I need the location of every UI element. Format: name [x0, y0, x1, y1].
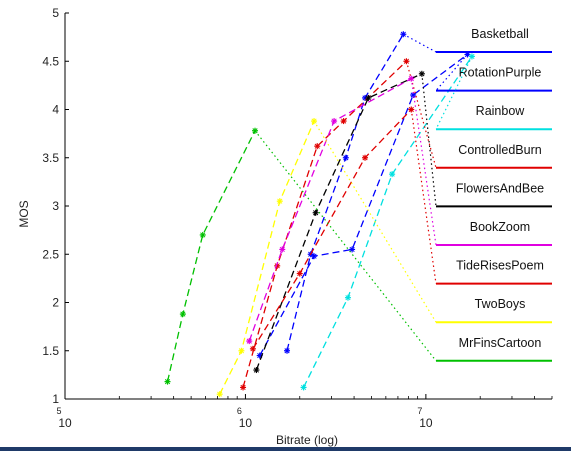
y-tick-label: 1	[52, 392, 59, 406]
legend-label: Basketball	[471, 27, 529, 41]
legend-item-bookzoom: BookZoom	[410, 78, 552, 246]
x-axis-label: Bitrate (log)	[276, 433, 338, 447]
data-point	[284, 347, 291, 354]
legend-leader-line	[435, 54, 468, 91]
data-point	[362, 154, 369, 161]
y-axis-label: MOS	[17, 200, 31, 227]
data-point	[249, 345, 256, 352]
data-point	[365, 94, 372, 101]
data-point	[246, 338, 253, 345]
data-point	[253, 367, 260, 374]
series-line	[252, 109, 412, 350]
data-point	[342, 154, 349, 161]
legend-leader-line	[410, 78, 437, 246]
x-tick-base: 10	[239, 416, 253, 430]
legend-item-twoboys: TwoBoys	[313, 120, 552, 324]
data-point	[238, 347, 245, 354]
x-tick-exponent: 5	[56, 406, 61, 416]
data-point	[199, 231, 206, 238]
legend-label: FlowersAndBee	[456, 181, 544, 195]
y-tick-label: 1.5	[42, 344, 59, 358]
y-tick-label: 4.5	[42, 54, 59, 68]
data-point	[349, 246, 356, 253]
data-point	[340, 118, 347, 125]
x-tick-exponent: 7	[417, 406, 422, 416]
legend-label: TwoBoys	[475, 297, 526, 311]
y-tick-label: 5	[52, 6, 59, 20]
data-point	[314, 143, 321, 150]
x-tick-base: 10	[58, 416, 72, 430]
x-tick-label: 106	[237, 406, 253, 430]
legend-leader-line	[254, 130, 437, 362]
data-point	[312, 209, 319, 216]
series-line	[219, 120, 315, 395]
y-tick-label: 2.5	[42, 247, 59, 261]
series-layer	[164, 31, 475, 398]
window-bottom-strip	[0, 447, 571, 451]
data-point	[179, 311, 186, 318]
series-line	[248, 78, 412, 342]
legend-label: MrFinsCartoon	[459, 336, 542, 350]
series-bookzoom	[246, 75, 415, 345]
legend-label: ControlledBurn	[458, 143, 541, 157]
legend-item-rainbow: Rainbow	[435, 56, 552, 131]
legend-item-tiderisespoem: TideRisesPoem	[410, 109, 552, 285]
series-basketball	[284, 31, 407, 354]
series-line	[166, 130, 256, 382]
data-point	[344, 294, 351, 301]
x-tick-label: 107	[417, 406, 433, 430]
data-point	[276, 198, 283, 205]
y-tick-label: 2	[52, 296, 59, 310]
series-flowersandbee	[253, 70, 425, 374]
data-point	[296, 270, 303, 277]
series-line	[255, 73, 423, 371]
series-line	[302, 56, 473, 388]
legend-label: Rainbow	[476, 104, 526, 118]
legend-item-flowersandbee: FlowersAndBee	[421, 73, 552, 208]
data-point	[300, 384, 307, 391]
legend-leader-line	[435, 56, 473, 130]
legend-label: RotationPurple	[459, 66, 542, 80]
legend-label: TideRisesPoem	[456, 259, 544, 273]
y-tick-label: 3.5	[42, 151, 59, 165]
y-tick-label: 3	[52, 199, 59, 213]
legend-item-rotationpurple: RotationPurple	[435, 54, 552, 92]
data-point	[389, 171, 396, 178]
y-tick-label: 4	[52, 103, 59, 117]
legend-leader-line	[403, 33, 437, 53]
legend-item-mrfinscartoon: MrFinsCartoon	[254, 130, 552, 362]
legend-label: BookZoom	[470, 220, 530, 234]
legend: Basketball RotationPurple Rainbow Controlle…	[254, 27, 552, 362]
legend-item-basketball: Basketball	[403, 27, 552, 53]
data-point	[331, 118, 338, 125]
data-point	[279, 246, 286, 253]
data-point	[164, 378, 171, 385]
legend-leader-line	[313, 120, 437, 323]
x-tick-base: 10	[419, 416, 433, 430]
x-tick-label: 105	[56, 406, 72, 430]
data-point	[216, 391, 223, 398]
x-tick-exponent: 6	[237, 406, 242, 416]
series-twoboys	[216, 118, 318, 398]
data-point	[240, 384, 247, 391]
data-point	[311, 253, 318, 260]
